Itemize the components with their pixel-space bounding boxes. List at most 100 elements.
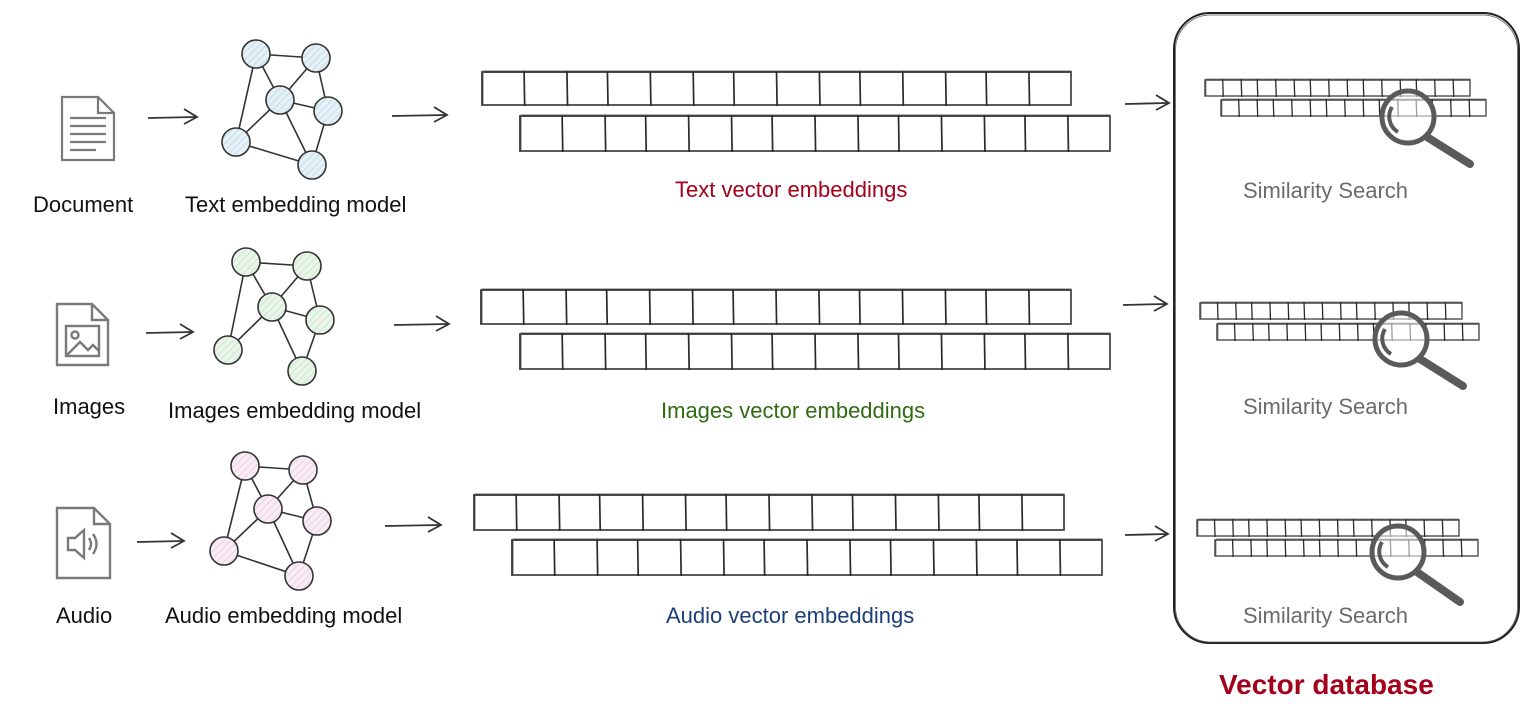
vector-cell-divider	[732, 288, 735, 326]
vector-cell-divider	[1287, 301, 1290, 321]
vector-cell-divider	[1336, 518, 1339, 538]
vector-cell-divider	[1339, 301, 1342, 321]
vector-cell-divider	[598, 493, 602, 532]
vector-cell-divider	[983, 114, 986, 153]
vector-cell-divider	[937, 493, 940, 532]
input-label-images: Images	[53, 394, 126, 419]
vector-cell-divider	[604, 332, 607, 371]
vector-cell-divider	[1442, 538, 1445, 558]
arrow-icon	[391, 106, 449, 123]
vector-bar	[1199, 302, 1463, 320]
vector-cell-divider	[1362, 78, 1365, 98]
arrow-icon	[384, 516, 443, 533]
vector-cell-divider	[684, 493, 687, 532]
vector-cell-divider	[730, 114, 733, 153]
vector-cell-divider	[1423, 518, 1426, 538]
vector-cell-divider	[811, 493, 814, 532]
vector-cell-divider	[851, 493, 854, 532]
vector-cell-divider	[648, 288, 652, 326]
vector-cell-divider	[897, 332, 900, 371]
vector-bar	[1214, 539, 1479, 557]
vector-cell-divider	[1352, 518, 1355, 538]
vector-cell-divider	[553, 538, 556, 577]
vector-cell-divider	[940, 332, 943, 371]
vector-cell-divider	[1309, 98, 1312, 118]
vector-cell-divider	[515, 493, 518, 532]
embeddings-label-text: Text vector embeddings	[675, 177, 908, 202]
vector-cell-divider	[732, 70, 736, 107]
similarity-search-label: Similarity Search	[1243, 178, 1409, 203]
vector-cell-divider	[561, 114, 564, 153]
images-vector-embeddings	[480, 288, 1111, 371]
vector-cell-divider	[1059, 538, 1062, 577]
vector-cell-divider	[1450, 98, 1452, 118]
vector-cell-divider	[1309, 78, 1312, 98]
vector-bar	[1216, 323, 1480, 341]
vector-cell-divider	[1235, 301, 1237, 321]
vector-cell-divider	[1304, 322, 1307, 342]
vector-cell-divider	[1256, 78, 1259, 98]
vector-bar-sketch-outline	[1217, 322, 1480, 341]
vector-cell-divider	[692, 70, 695, 107]
vector-bar	[1220, 99, 1487, 117]
vector-cell-divider	[1325, 98, 1328, 118]
vector-cell-divider	[1468, 98, 1471, 118]
vector-cell-divider	[606, 70, 609, 107]
vector-cell-divider	[858, 70, 862, 107]
vector-cell-divider	[1318, 518, 1321, 538]
vector-database-box	[1173, 12, 1520, 644]
vector-cell-divider	[897, 114, 900, 153]
arrow-icon	[145, 323, 195, 340]
vector-cell-divider	[687, 114, 691, 153]
vector-cell-divider	[1232, 518, 1234, 538]
image-file-icon	[55, 302, 110, 367]
vector-cell-divider	[1291, 98, 1293, 118]
vector-cell-divider	[1346, 78, 1349, 98]
vector-bar-sketch-outline	[1215, 538, 1479, 557]
embeddings-label-audio: Audio vector embeddings	[666, 603, 915, 628]
vector-cell-divider	[901, 70, 905, 107]
vector-cell-divider	[1302, 538, 1305, 558]
audio-embedding-model-network-icon	[209, 451, 332, 591]
vector-cell-divider	[1337, 538, 1339, 558]
vector-cell-divider	[725, 493, 728, 532]
vector-cell-divider	[1303, 301, 1306, 321]
arrow-icon	[393, 315, 451, 332]
vector-cell-divider	[985, 288, 988, 326]
vector-cell-divider	[978, 493, 981, 532]
vector-cell-divider	[1320, 322, 1323, 342]
vector-cell-divider	[1300, 518, 1303, 538]
images-embedding-model-network-icon	[213, 247, 335, 386]
vector-bar-sketch-outline	[1200, 301, 1463, 320]
vector-cell-divider	[1434, 78, 1436, 98]
vector-cell-divider	[1252, 322, 1254, 342]
vector-cell-divider	[722, 538, 725, 577]
vector-cell-divider	[1443, 322, 1446, 342]
vector-cell-divider	[604, 114, 607, 153]
audio-vector-embeddings	[473, 493, 1103, 577]
vector-cell-divider	[889, 538, 892, 577]
input-label-document: Document	[33, 192, 134, 217]
vector-cell-divider	[1452, 78, 1455, 98]
vector-cell-divider	[730, 332, 733, 371]
vector-bar-sketch-outline	[1221, 98, 1487, 117]
vector-cell-divider	[1269, 301, 1272, 321]
vector-cell-divider	[649, 70, 652, 107]
vector-cell-divider	[1266, 538, 1269, 558]
similarity-search-label: Similarity Search	[1243, 603, 1409, 628]
vector-cell-divider	[636, 538, 640, 577]
vector-cell-divider	[768, 493, 771, 532]
magnifier-icon	[1379, 88, 1474, 168]
document-icon	[60, 95, 116, 162]
vector-cell-divider	[1266, 518, 1269, 538]
vector-cell-divider	[1441, 518, 1444, 538]
vector-cell-divider	[814, 114, 817, 153]
vector-cell-divider	[763, 538, 766, 577]
search-vector-2	[1199, 301, 1480, 342]
vector-cell-divider	[1338, 322, 1341, 342]
vector-cell-divider	[857, 332, 860, 371]
vector-cell-divider	[522, 288, 525, 326]
vector-cell-divider	[1067, 114, 1070, 153]
text-embedding-model-network-icon	[221, 39, 343, 180]
vector-cell-divider	[1213, 518, 1216, 538]
